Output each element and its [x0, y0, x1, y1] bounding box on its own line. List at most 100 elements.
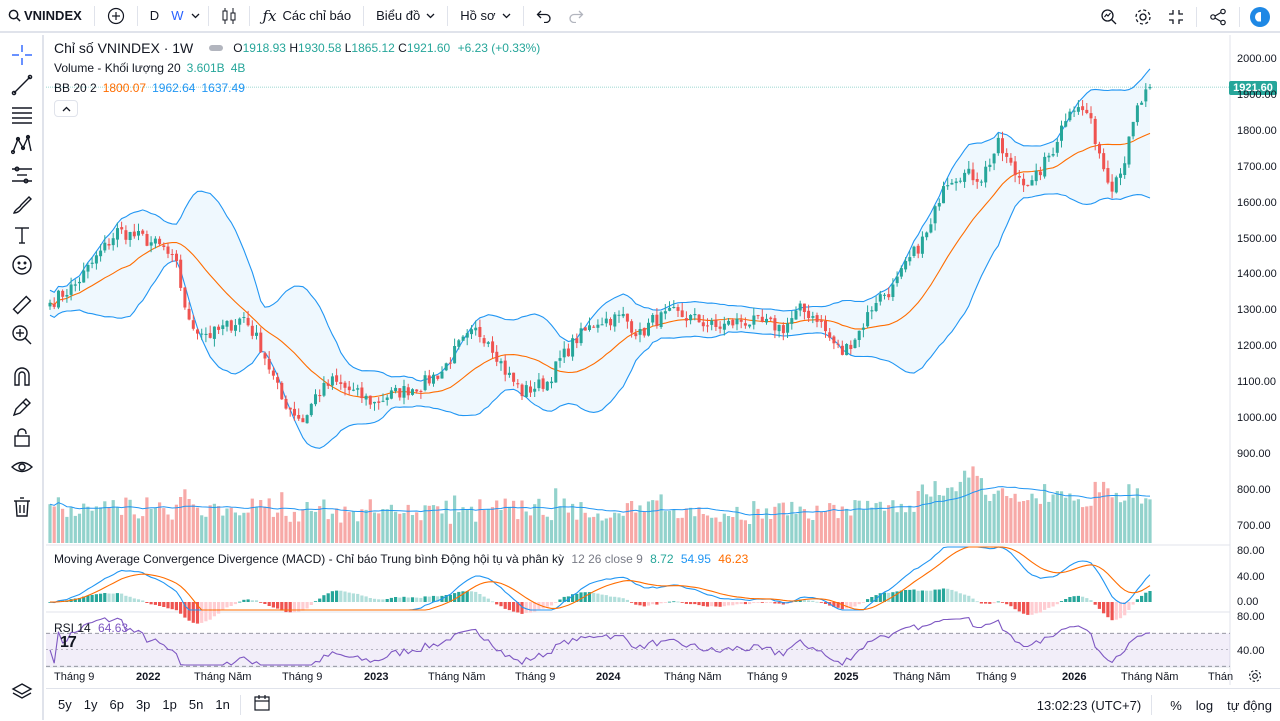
macd-histogram-bar: [1135, 599, 1139, 602]
macd-histogram-bar: [954, 591, 958, 602]
macd-histogram-bar: [271, 602, 275, 608]
macd-histogram-bar: [1093, 602, 1097, 605]
lock-pencil-icon[interactable]: [10, 395, 34, 419]
volume-bar: [461, 507, 465, 543]
open-value: 1918.93: [242, 41, 286, 55]
macd-signal-line: [49, 546, 1151, 611]
volume-bar: [120, 514, 124, 543]
range-button-5y[interactable]: 5y: [58, 697, 72, 712]
candle: [963, 172, 967, 182]
volume-bar: [271, 516, 275, 543]
candle: [1148, 87, 1152, 89]
brush-icon[interactable]: [10, 193, 34, 217]
macd-histogram-bar: [887, 592, 891, 602]
volume-bar: [680, 517, 684, 543]
chart-menu-button[interactable]: Biểu đồ: [368, 0, 443, 32]
crosshair-icon[interactable]: [10, 43, 34, 67]
goto-date-button[interactable]: [245, 694, 279, 715]
calendar-icon: [254, 695, 270, 711]
layers-icon[interactable]: [10, 680, 34, 704]
macd-histogram-bar: [1089, 600, 1093, 602]
fullscreen-button[interactable]: [1160, 0, 1192, 33]
legend-collapse-button[interactable]: [54, 100, 78, 117]
indicators-button[interactable]: ƒx Các chỉ báo: [254, 0, 359, 32]
trend-line-icon[interactable]: [10, 73, 34, 97]
trash-icon[interactable]: [10, 495, 34, 519]
macd-legend[interactable]: Moving Average Convergence Divergence (M…: [54, 552, 748, 566]
pattern-icon[interactable]: [10, 133, 34, 157]
macd-histogram-bar: [149, 602, 153, 605]
share-icon: [1210, 8, 1226, 25]
compare-button[interactable]: [99, 0, 133, 32]
candle: [946, 185, 950, 187]
tradingview-logo-icon: 17: [60, 634, 77, 651]
chart-area[interactable]: [46, 35, 1231, 685]
candle: [984, 166, 988, 183]
symbol-search[interactable]: VNINDEX: [0, 0, 90, 32]
interval-w-button[interactable]: W: [171, 8, 184, 23]
quick-search-button[interactable]: [1092, 0, 1126, 33]
emoji-icon[interactable]: [10, 253, 34, 277]
price-axis-label: 1900.00: [1237, 88, 1277, 101]
macd-histogram-bar: [120, 593, 124, 602]
macd-histogram-bar: [684, 602, 688, 604]
profile-menu-button[interactable]: Hồ sơ: [452, 0, 518, 32]
log-toggle[interactable]: log: [1195, 697, 1214, 713]
magnet-icon[interactable]: [10, 365, 34, 389]
macd-histogram-bar: [368, 598, 372, 602]
range-button-1n[interactable]: 1n: [215, 697, 230, 712]
candle: [512, 372, 516, 382]
volume-bar: [61, 508, 65, 543]
axis-settings-button[interactable]: [1248, 669, 1262, 688]
range-button-5n[interactable]: 5n: [188, 697, 204, 712]
range-button-6p[interactable]: 6p: [109, 697, 124, 712]
range-button-1y[interactable]: 1y: [83, 697, 98, 712]
volume-bar: [158, 502, 162, 543]
macd-histogram-bar: [908, 589, 912, 602]
bb-legend[interactable]: BB 20 2 1800.07 1962.64 1637.49: [54, 81, 245, 95]
rsi-legend[interactable]: RSI 14 64.63: [54, 621, 128, 635]
volume-bar: [469, 506, 474, 543]
redo-button[interactable]: [560, 0, 592, 32]
range-button-1p[interactable]: 1p: [162, 697, 177, 712]
macd-histogram-bar: [339, 590, 343, 602]
macd-histogram-bar: [410, 597, 415, 602]
timezone-button[interactable]: 13:02:23 (UTC+7): [1036, 697, 1142, 713]
macd-histogram-bar: [351, 593, 355, 602]
zoom-in-icon[interactable]: [10, 323, 34, 347]
macd-histogram-bar: [575, 593, 579, 602]
volume-bar: [963, 470, 967, 543]
interval-d-button[interactable]: D: [149, 8, 160, 23]
volume-bar: [507, 506, 511, 543]
volume-legend[interactable]: Volume - Khối lượng 20 3.601B 4B: [54, 61, 245, 75]
chart-type-button[interactable]: [213, 0, 245, 32]
prediction-icon[interactable]: [10, 163, 34, 187]
volume-bar: [69, 507, 73, 543]
eye-icon[interactable]: [10, 455, 34, 479]
volume-bar: [861, 509, 865, 543]
candle: [57, 290, 60, 308]
volume-bar: [254, 507, 259, 543]
macd-histogram-bar: [1097, 602, 1101, 609]
undo-button[interactable]: [528, 0, 560, 32]
candle: [613, 314, 617, 327]
percent-toggle[interactable]: %: [1170, 697, 1182, 713]
volume-bar: [798, 506, 802, 543]
settings-button[interactable]: [1126, 0, 1160, 33]
chart-canvas[interactable]: [46, 35, 1280, 685]
candle: [1098, 143, 1101, 154]
macd-histogram-bar: [73, 598, 77, 602]
share-button[interactable]: [1201, 0, 1235, 33]
volume-bar: [676, 518, 680, 543]
range-button-3p[interactable]: 3p: [135, 697, 151, 712]
ruler-icon[interactable]: [10, 293, 34, 317]
interval-dropdown[interactable]: [187, 0, 204, 32]
fib-lines-icon[interactable]: [10, 103, 34, 127]
volume-bar: [756, 508, 760, 543]
lock-icon[interactable]: [10, 425, 34, 449]
candle: [99, 250, 103, 257]
top-toolbar: VNINDEX D W ƒx Các chỉ báo Biểu đồ Hồ sơ: [0, 0, 1280, 33]
macd-histogram-bar: [246, 599, 250, 602]
auto-scale-toggle[interactable]: tự động: [1227, 697, 1272, 713]
text-icon[interactable]: [10, 223, 34, 247]
